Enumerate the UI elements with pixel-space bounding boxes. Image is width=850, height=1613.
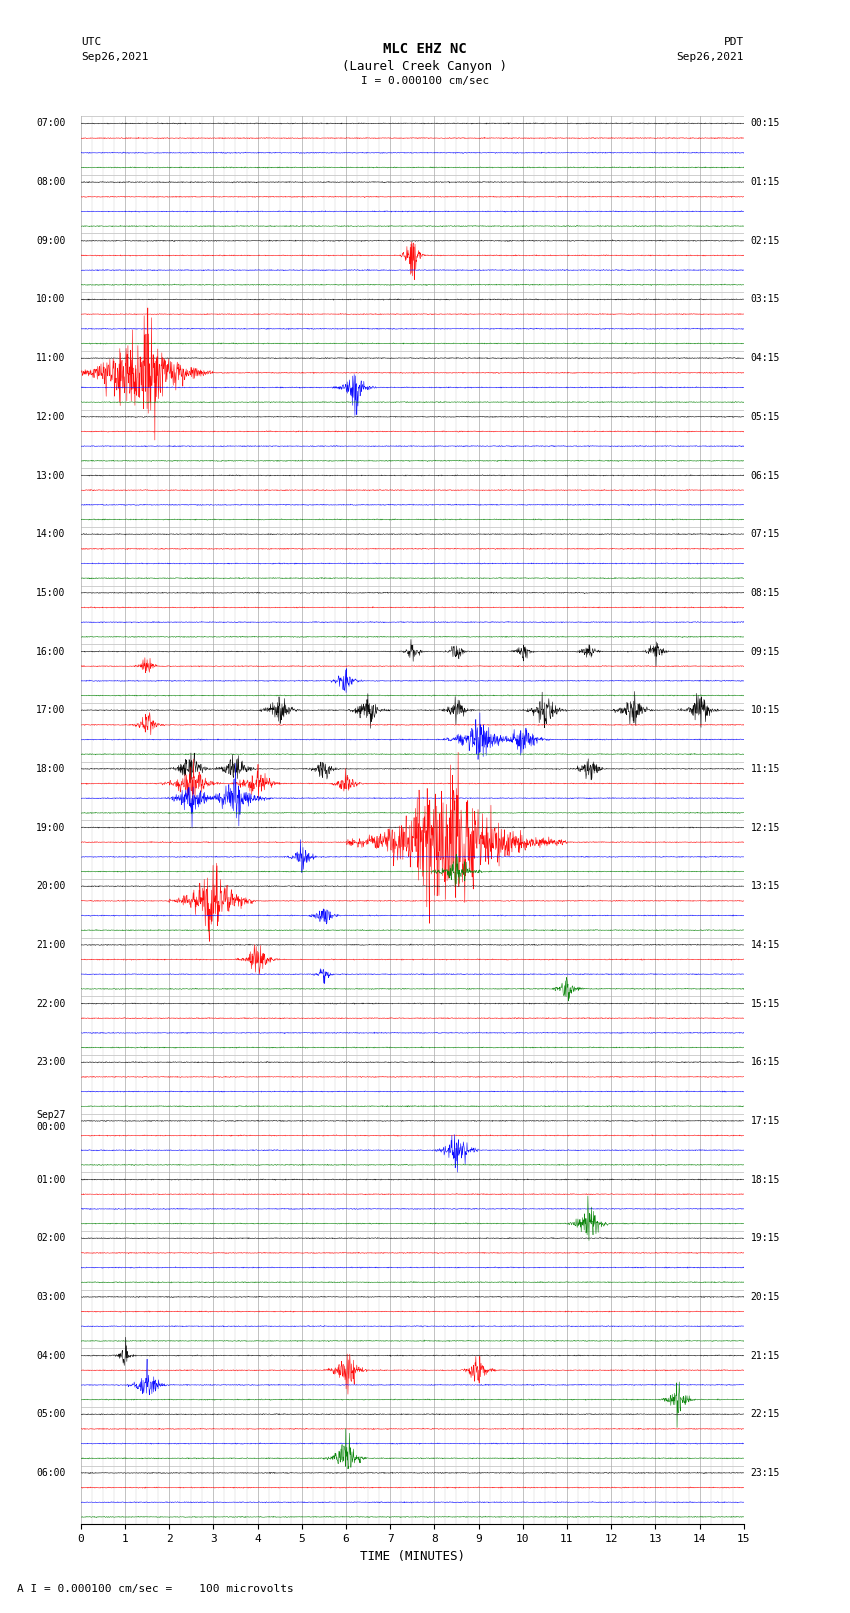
- Text: 11:15: 11:15: [751, 765, 779, 774]
- Text: Sep26,2021: Sep26,2021: [81, 52, 148, 61]
- Text: 14:00: 14:00: [36, 529, 65, 539]
- Text: 03:00: 03:00: [36, 1292, 65, 1302]
- Text: 22:15: 22:15: [751, 1410, 779, 1419]
- Text: UTC: UTC: [81, 37, 101, 47]
- Text: 08:15: 08:15: [751, 587, 779, 598]
- Text: 01:15: 01:15: [751, 177, 779, 187]
- Text: 07:00: 07:00: [36, 118, 65, 129]
- Text: 20:00: 20:00: [36, 881, 65, 892]
- Text: 14:15: 14:15: [751, 940, 779, 950]
- Text: 23:15: 23:15: [751, 1468, 779, 1478]
- Text: 13:15: 13:15: [751, 881, 779, 892]
- Text: 15:00: 15:00: [36, 587, 65, 598]
- Text: 17:00: 17:00: [36, 705, 65, 715]
- Text: 06:15: 06:15: [751, 471, 779, 481]
- Text: 12:00: 12:00: [36, 411, 65, 423]
- Text: 13:00: 13:00: [36, 471, 65, 481]
- Text: 18:00: 18:00: [36, 765, 65, 774]
- Text: 11:00: 11:00: [36, 353, 65, 363]
- Text: 04:15: 04:15: [751, 353, 779, 363]
- X-axis label: TIME (MINUTES): TIME (MINUTES): [360, 1550, 465, 1563]
- Text: 09:15: 09:15: [751, 647, 779, 656]
- Text: 22:00: 22:00: [36, 998, 65, 1008]
- Text: I = 0.000100 cm/sec: I = 0.000100 cm/sec: [361, 76, 489, 85]
- Text: 05:15: 05:15: [751, 411, 779, 423]
- Text: 02:15: 02:15: [751, 235, 779, 245]
- Text: 02:00: 02:00: [36, 1234, 65, 1244]
- Text: MLC EHZ NC: MLC EHZ NC: [383, 42, 467, 56]
- Text: 07:15: 07:15: [751, 529, 779, 539]
- Text: 08:00: 08:00: [36, 177, 65, 187]
- Text: PDT: PDT: [723, 37, 744, 47]
- Text: 10:00: 10:00: [36, 295, 65, 305]
- Text: 01:00: 01:00: [36, 1174, 65, 1184]
- Text: 21:15: 21:15: [751, 1350, 779, 1361]
- Text: 19:15: 19:15: [751, 1234, 779, 1244]
- Text: 20:15: 20:15: [751, 1292, 779, 1302]
- Text: 03:15: 03:15: [751, 295, 779, 305]
- Text: 09:00: 09:00: [36, 235, 65, 245]
- Text: 16:15: 16:15: [751, 1057, 779, 1068]
- Text: (Laurel Creek Canyon ): (Laurel Creek Canyon ): [343, 60, 507, 73]
- Text: A I = 0.000100 cm/sec =    100 microvolts: A I = 0.000100 cm/sec = 100 microvolts: [17, 1584, 294, 1594]
- Text: 21:00: 21:00: [36, 940, 65, 950]
- Text: 18:15: 18:15: [751, 1174, 779, 1184]
- Text: 15:15: 15:15: [751, 998, 779, 1008]
- Text: 17:15: 17:15: [751, 1116, 779, 1126]
- Text: 04:00: 04:00: [36, 1350, 65, 1361]
- Text: 12:15: 12:15: [751, 823, 779, 832]
- Text: 00:15: 00:15: [751, 118, 779, 129]
- Text: 06:00: 06:00: [36, 1468, 65, 1478]
- Text: 10:15: 10:15: [751, 705, 779, 715]
- Text: 23:00: 23:00: [36, 1057, 65, 1068]
- Text: 05:00: 05:00: [36, 1410, 65, 1419]
- Text: 16:00: 16:00: [36, 647, 65, 656]
- Text: 19:00: 19:00: [36, 823, 65, 832]
- Text: Sep26,2021: Sep26,2021: [677, 52, 744, 61]
- Text: Sep27
00:00: Sep27 00:00: [36, 1110, 65, 1132]
